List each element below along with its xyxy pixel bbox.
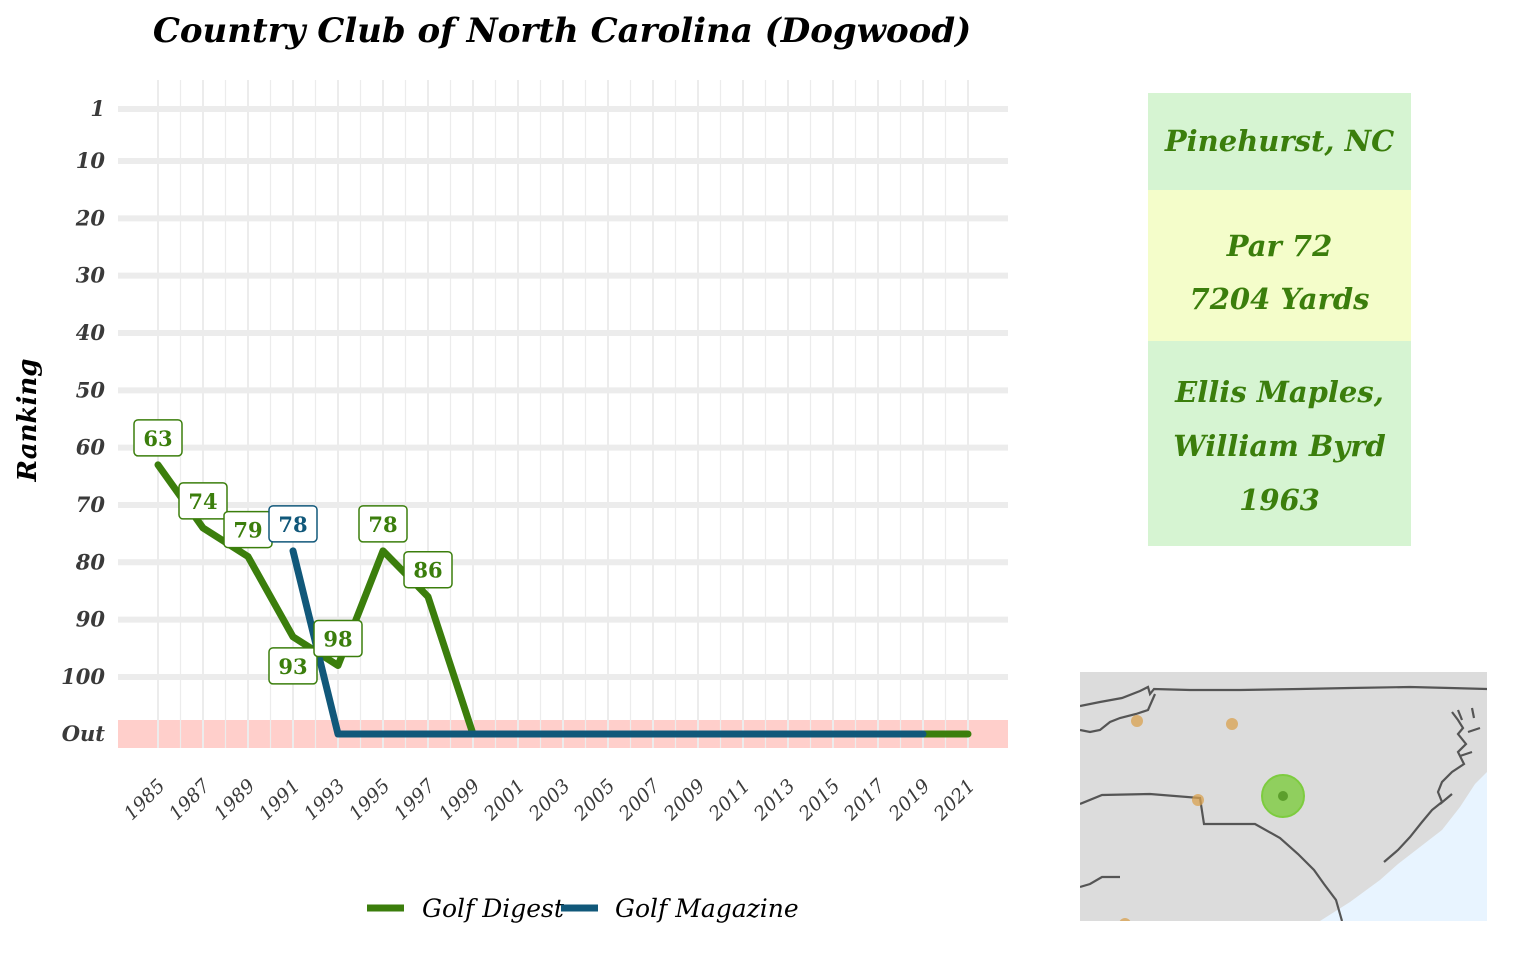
chart-title: Country Club of North Carolina (Dogwood) (153, 11, 971, 51)
course-marker (1226, 718, 1238, 730)
course-marker (1119, 918, 1131, 921)
location-box: Pinehurst, NC (1148, 93, 1411, 190)
y-tick-label: Out (62, 721, 106, 746)
x-tick-label: 2007 (614, 774, 665, 825)
x-tick-label: 1997 (390, 774, 440, 824)
data-label-box (268, 647, 318, 685)
data-label-golf-magazine: 78 (278, 512, 307, 537)
x-tick-label: 2011 (704, 775, 754, 825)
ranking-chart: Country Club of North Carolina (Dogwood)… (13, 11, 1008, 923)
x-tick-label: 2005 (569, 775, 619, 825)
course-info-panel: Pinehurst, NC Par 72 7204 Yards Ellis Ma… (1148, 93, 1411, 546)
map-ocean (1320, 772, 1487, 921)
y-tick-label: 80 (75, 549, 106, 574)
x-tick-label: 2013 (749, 775, 799, 825)
data-label-box (403, 550, 453, 589)
x-tick-label: 1993 (300, 775, 350, 825)
x-tick-label: 1991 (255, 775, 305, 825)
x-tick-label: 2001 (479, 775, 529, 825)
x-tick-label: 2019 (884, 775, 934, 825)
course-marker (1131, 715, 1143, 727)
plot-area: 1102030405060708090100Out198519871989199… (61, 80, 1008, 825)
x-tick-label: 2015 (794, 775, 844, 825)
designers-box: Ellis Maples, William Byrd 1963 (1148, 341, 1411, 546)
x-tick-label: 1985 (120, 775, 170, 825)
specs-box: Par 72 7204 Yards (1148, 190, 1411, 341)
x-tick-label: 2009 (659, 775, 709, 825)
data-label-golf-digest: 86 (413, 558, 442, 583)
data-label-box (133, 419, 183, 457)
y-tick-label: 40 (76, 320, 106, 345)
x-tick-label: 1995 (345, 775, 395, 825)
y-tick-label: 50 (76, 377, 106, 402)
data-label-golf-digest: 63 (143, 426, 172, 451)
location-text: Pinehurst, NC (1164, 124, 1395, 158)
series-line-golf-digest (154, 461, 972, 738)
x-tick-label: 2021 (929, 775, 979, 825)
y-tick-label: 70 (76, 492, 106, 517)
data-label-box (313, 619, 363, 658)
location-map (1080, 672, 1487, 921)
map-state-borders (1080, 685, 1487, 921)
y-tick-label: 1 (90, 96, 105, 121)
data-label-golf-digest: 98 (323, 627, 352, 652)
data-label-golf-digest: 78 (368, 512, 397, 537)
data-label-golf-digest: 74 (188, 489, 217, 514)
y-tick-label: 90 (76, 607, 106, 632)
y-tick-label: 30 (76, 263, 106, 288)
legend: Golf Digest Golf Magazine (367, 894, 799, 923)
highlighted-course-center (1278, 791, 1288, 801)
data-label-box (268, 505, 318, 543)
par-text: Par 72 (1226, 229, 1333, 263)
x-tick-label: 2017 (839, 774, 890, 825)
legend-label-golf-magazine: Golf Magazine (615, 894, 799, 923)
y-axis-label: Ranking (13, 359, 43, 483)
data-label-golf-digest: 93 (278, 654, 307, 679)
data-label-box (358, 505, 408, 543)
data-label-golf-digest: 79 (233, 518, 262, 543)
yards-text: 7204 Yards (1189, 282, 1370, 316)
x-tick-label: 1987 (165, 774, 215, 824)
y-tick-label: 60 (76, 435, 106, 460)
course-marker (1192, 794, 1204, 806)
y-tick-label: 20 (75, 205, 106, 230)
y-tick-label: 10 (76, 148, 106, 173)
designer-1-text: Ellis Maples, (1175, 375, 1384, 409)
x-tick-label: 1999 (435, 775, 485, 825)
data-label-box (178, 482, 228, 520)
legend-label-golf-digest: Golf Digest (422, 894, 565, 923)
series-line-golf-magazine (289, 547, 927, 738)
x-tick-label: 1989 (210, 775, 260, 825)
designer-2-text: William Byrd (1173, 429, 1386, 463)
x-tick-label: 2003 (524, 775, 574, 825)
y-tick-label: 100 (61, 664, 105, 689)
year-text: 1963 (1239, 483, 1320, 517)
